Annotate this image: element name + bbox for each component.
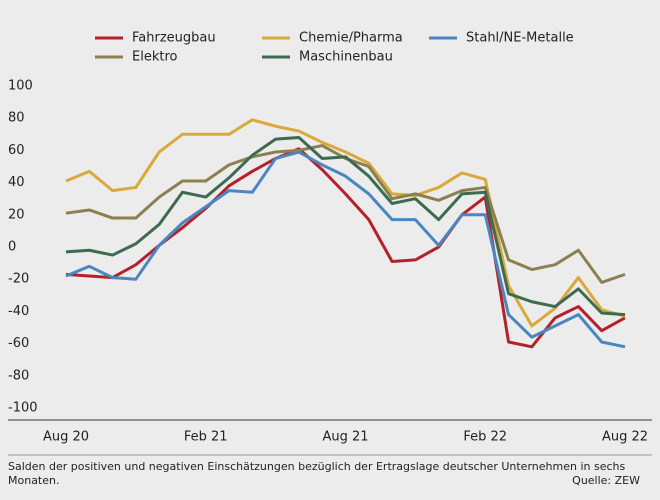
legend-label: Chemie/Pharma: [299, 31, 403, 46]
legend-label: Fahrzeugbau: [132, 31, 216, 46]
y-tick-label: 60: [8, 143, 25, 158]
series-line: [65, 150, 626, 349]
x-tick-label: Feb 21: [184, 430, 228, 445]
y-tick-label: 0: [8, 240, 16, 255]
series-line: [65, 118, 626, 328]
source: Quelle: ZEW: [572, 474, 640, 487]
legend-label: Elektro: [132, 50, 178, 65]
footnote: Salden der positiven und negativen Einsc…: [8, 460, 626, 487]
y-tick-label: -60: [8, 336, 29, 351]
y-tick-label: 100: [8, 79, 33, 94]
y-tick-label: 40: [8, 175, 25, 190]
y-tick-label: -40: [8, 304, 29, 319]
y-tick-label: -20: [8, 272, 29, 287]
x-tick-label: Aug 20: [43, 430, 89, 445]
x-tick-label: Feb 22: [463, 430, 507, 445]
y-tick-label: 80: [8, 111, 25, 126]
y-tick-label: -100: [8, 401, 38, 416]
legend-label: Maschinenbau: [299, 50, 393, 65]
x-tick-label: Aug 21: [322, 430, 368, 445]
legend-label: Stahl/NE-Metalle: [466, 31, 574, 46]
series-line: [65, 136, 626, 317]
y-tick-label: -80: [8, 368, 29, 383]
y-tick-label: 20: [8, 207, 25, 222]
x-tick-label: Aug 22: [602, 430, 648, 445]
